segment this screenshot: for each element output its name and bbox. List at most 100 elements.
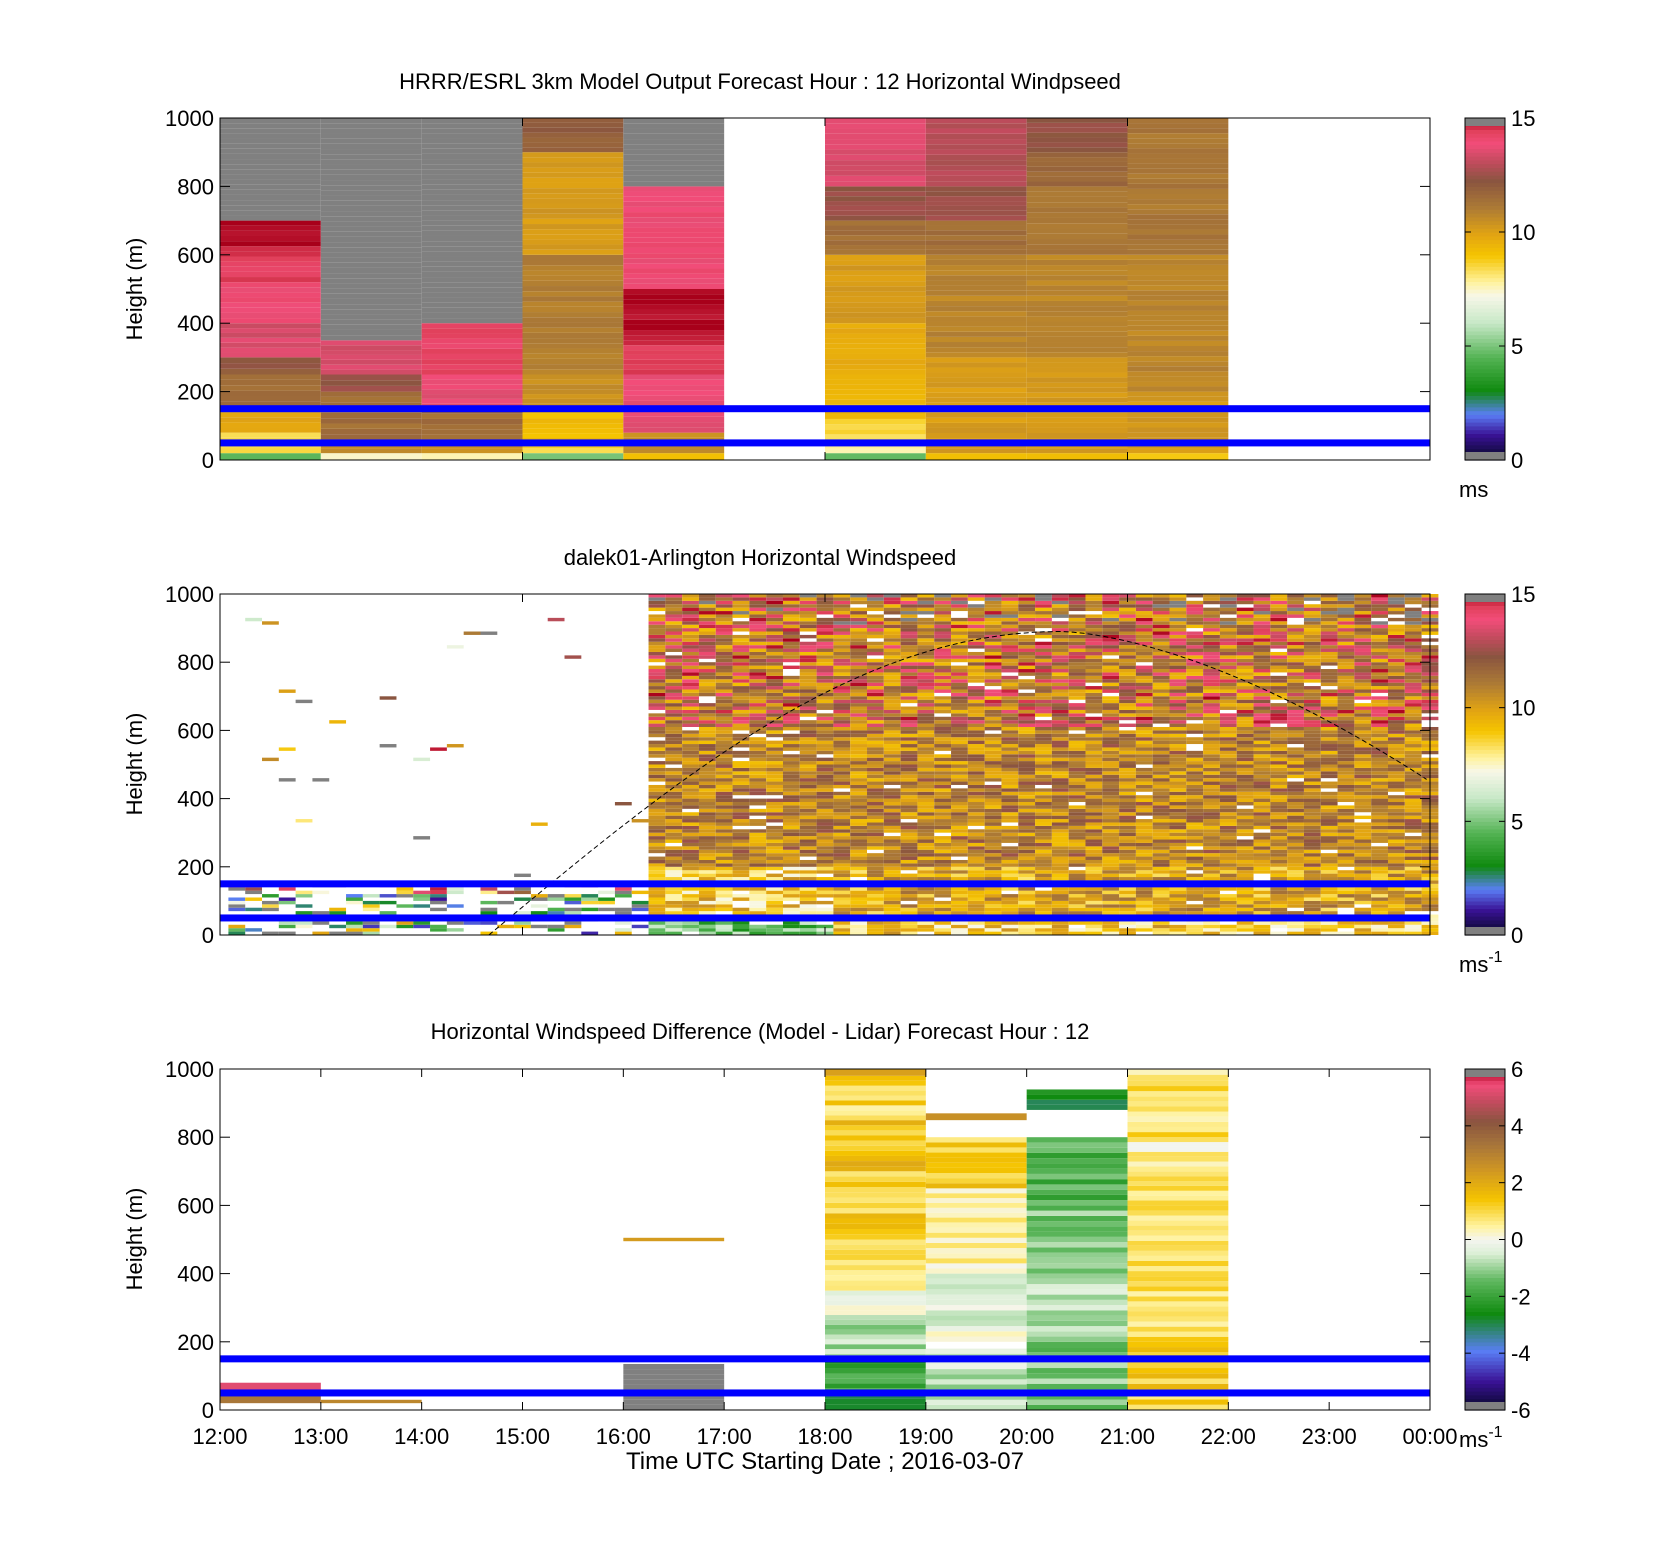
cell-profile-1275-640 [1153,713,1170,716]
cell-profile-1245-220 [1102,857,1119,860]
cell-profile-1145-620 [934,720,951,723]
cell-profile-1375-440 [1321,782,1338,785]
cell-profile-1325-940 [1237,611,1254,614]
cell-4-3-3 [623,355,724,360]
cell-profile-1215-580 [1052,734,1069,737]
cell-profile-825-80 [396,904,413,907]
cell-profile-995-660 [682,707,699,710]
cell-profile-1345-320 [1270,822,1287,825]
cell-profile-1075-420 [817,788,834,791]
cell-7-2-5 [1027,327,1128,332]
cell-profile-1245-490 [1102,765,1119,768]
cell-profile-1265-20 [1136,925,1153,928]
cell-profile-1215-710 [1052,689,1069,692]
cell-6-3-6 [926,221,1027,226]
colorbar-cell-53 [1465,255,1505,259]
cell-profile-1105-420 [867,788,884,791]
cell-profile-1005-580 [699,734,716,737]
cell-profile-1245-730 [1102,683,1119,686]
cell-profile-1375-900 [1321,625,1338,628]
cell-profile-1325-830 [1237,649,1254,652]
cell-profile-1195-530 [1018,751,1035,754]
cell-profile-1035-670 [749,703,766,706]
cell-profile-1105-700 [867,693,884,696]
cell-profile-1045-480 [766,768,783,771]
cell-profile-995-30 [682,921,699,924]
cell-profile-1285-550 [1170,744,1187,747]
cell-profile-1375-970 [1321,601,1338,604]
cell-profile-1005-720 [699,686,716,689]
cell-profile-1225-200 [1069,863,1086,866]
cell-profile-1055-510 [783,758,800,761]
cell-profile-805-70 [363,908,380,911]
cell-profile-1375-910 [1321,621,1338,624]
cell-8-2-12 [1128,326,1229,331]
cell-4-5-7 [623,248,724,253]
cell-3-4-3 [523,354,624,359]
cell-profile-1105-590 [867,730,884,733]
cell-profile-1205-350 [1035,812,1052,815]
cell-0-9-8 [220,174,321,179]
cell-profile-1335-520 [1254,754,1271,757]
cell-3-6-2 [523,138,624,143]
cell-profile-1125-990 [901,594,918,597]
cell-0-9-18 [220,123,321,128]
cell-profile-1385-160 [1338,877,1355,880]
cell-profile-1215-60 [1052,911,1069,914]
cell-profile-995-560 [682,741,699,744]
cell-profile-1125-830 [901,649,918,652]
cell-profile-1175-0 [985,932,1002,935]
cell-profile-1285-460 [1170,775,1187,778]
cell-profile-1185-510 [1001,758,1018,761]
reference-line-150m [220,405,1430,412]
cell-profile-1025-280 [733,836,750,839]
cell-profile-1195-740 [1018,679,1035,682]
cell-profile-1205-920 [1035,618,1052,621]
cell-profile-1195-660 [1018,707,1035,710]
cell-profile-1155-530 [951,751,968,754]
cell-profile-1285-530 [1170,751,1187,754]
cell-profile-1355-690 [1287,696,1304,699]
cell-profile-1215-990 [1052,594,1069,597]
cell-profile-975-210 [649,860,666,863]
cell-3-5-15 [523,173,624,178]
cell-profile-1235-600 [1085,727,1102,730]
cell-profile-1185-850 [1001,642,1018,645]
cell-profile-1355-420 [1287,788,1304,791]
cell-profile-985-460 [665,775,682,778]
cell-profile-1265-760 [1136,672,1153,675]
cell-profile-1055-890 [783,628,800,631]
cell-profile-1295-190 [1186,867,1203,870]
cell-profile-1285-700 [1170,693,1187,696]
cell-profile-1325-910 [1237,621,1254,624]
cell-profile-1095-570 [850,737,867,740]
cell-profile-985-290 [665,833,682,836]
cell-profile-1265-680 [1136,700,1153,703]
cell-profile-1145-80 [934,904,951,907]
cell-profile-1165-430 [968,785,985,788]
cell-profile-975-890 [649,628,666,631]
cell-profile-1365-430 [1304,785,1321,788]
cell-profile-1285-940 [1170,611,1187,614]
cell-profile-1015-580 [716,734,733,737]
cell-profile-1205-940 [1035,611,1052,614]
cell-profile-1345-250 [1270,846,1287,849]
cell-2-5-33 [422,149,523,154]
cell-profile-995-430 [682,785,699,788]
cell-profile-1195-910 [1018,621,1035,624]
cell-0-9-17 [220,128,321,133]
cell-profile-1125-620 [901,720,918,723]
cell-profile-1115-870 [884,635,901,638]
cell-profile-975-740 [649,679,666,682]
cell-profile-1195-860 [1018,638,1035,641]
cell-profile-775-450 [312,778,329,781]
cell-profile-1215-300 [1052,829,1069,832]
colorbar-cell-36 [1465,319,1505,323]
cell-profile-1235-720 [1085,686,1102,689]
cell-profile-1085-300 [833,829,850,832]
cell-6-3-1 [926,245,1027,250]
cell-profile-1205-400 [1035,795,1052,798]
cell-profile-1145-960 [934,604,951,607]
cell-0-8-5 [220,221,321,226]
cell-profile-1385-200 [1338,863,1355,866]
